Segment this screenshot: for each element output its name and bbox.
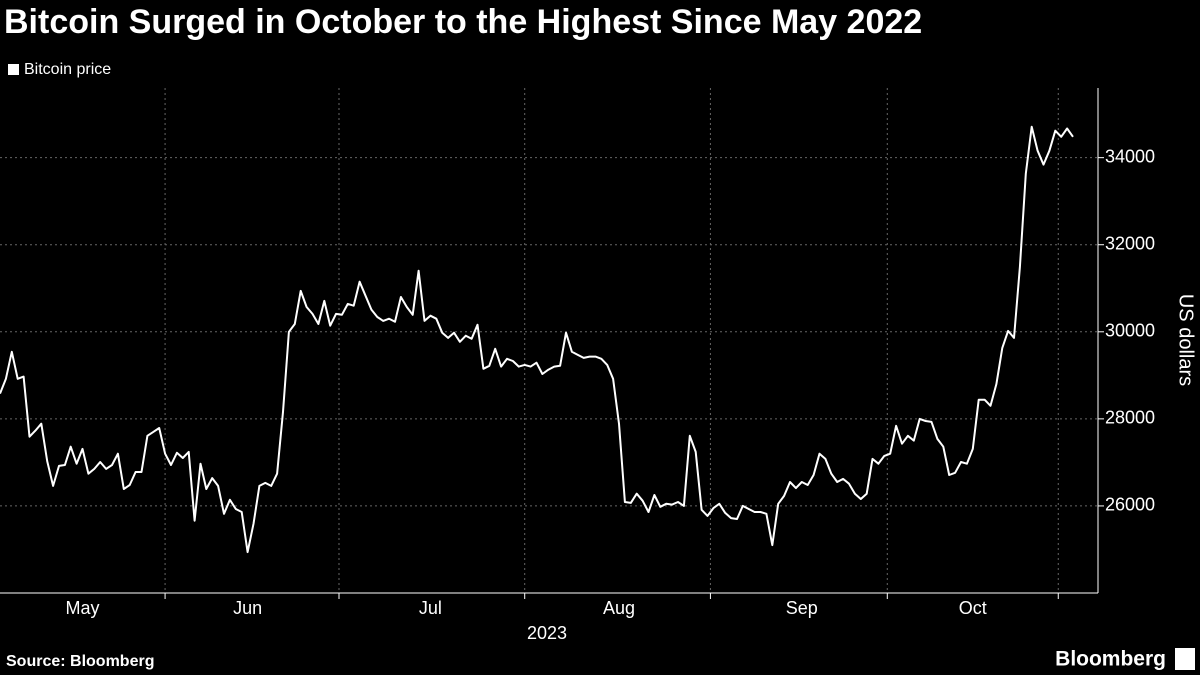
source: Source: Bloomberg [6,653,154,670]
chart-title: Bitcoin Surged in October to the Highest… [4,3,922,41]
x-axis-label: 2023 [527,623,567,643]
x-tick-label: May [66,598,100,618]
y-tick-label: 28000 [1105,408,1155,428]
y-tick-label: 34000 [1105,146,1155,166]
y-tick-label: 26000 [1105,495,1155,515]
x-tick-label: Jul [419,598,442,618]
legend-label: Bitcoin price [24,61,111,78]
x-tick-label: Aug [603,598,635,618]
y-tick-label: 32000 [1105,233,1155,253]
x-tick-label: Oct [959,598,987,618]
x-tick-label: Sep [786,598,818,618]
x-tick-label: Jun [233,598,262,618]
y-axis-label: US dollars [1175,294,1197,386]
legend-swatch [8,64,19,75]
price-line [0,125,1074,554]
brand: Bloomberg [1055,648,1166,671]
brand-icon [1175,648,1195,670]
y-tick-label: 30000 [1105,321,1155,341]
